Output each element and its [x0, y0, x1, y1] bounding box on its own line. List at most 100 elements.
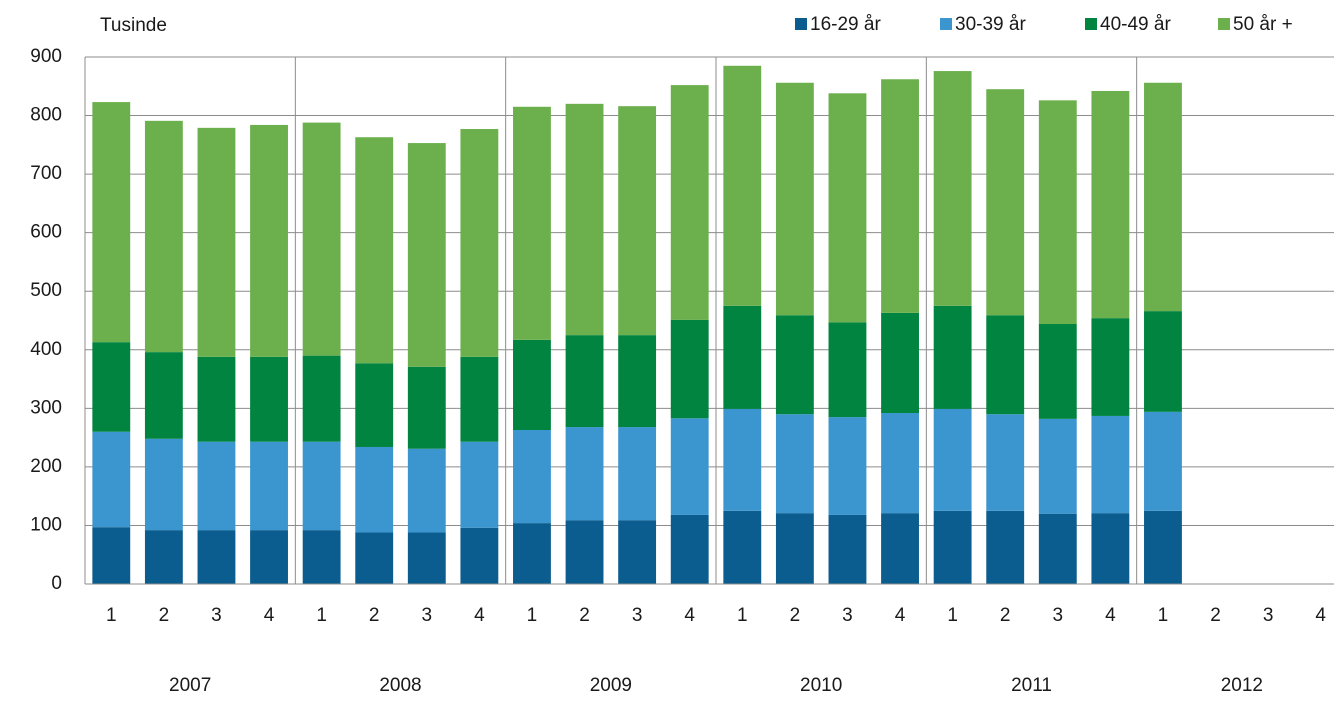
- bar-segment: [828, 514, 867, 584]
- bar-segment: [1038, 100, 1077, 325]
- x-tick-label: 2: [579, 605, 590, 626]
- legend-label: 16-29 år: [810, 14, 881, 35]
- bar-segment: [670, 319, 709, 419]
- x-tick-label: 3: [1263, 605, 1274, 626]
- x-tick-label: 1: [1158, 605, 1169, 626]
- x-tick-label: 1: [737, 605, 748, 626]
- bar-segment: [460, 441, 499, 528]
- x-tick-label: 2: [159, 605, 170, 626]
- bar-segment: [460, 129, 499, 357]
- bar-segment: [1038, 324, 1077, 419]
- bar-segment: [881, 413, 919, 514]
- bar-segment: [933, 71, 972, 306]
- group-label: 2008: [379, 675, 421, 696]
- bar-segment: [986, 315, 1025, 415]
- x-tick-label: 4: [474, 605, 485, 626]
- bar-segment: [513, 523, 551, 584]
- bar-segment: [460, 527, 499, 584]
- y-axis-label: Tusinde: [100, 15, 167, 36]
- legend-swatch: [940, 18, 952, 30]
- bar-segment: [828, 417, 867, 515]
- y-tick-label: 700: [30, 163, 62, 184]
- bar-segment: [197, 441, 236, 531]
- bar-segment: [1144, 311, 1182, 412]
- legend-label: 30-39 år: [955, 14, 1026, 35]
- x-tick-label: 1: [106, 605, 117, 626]
- x-tick-label: 2: [790, 605, 801, 626]
- group-label: 2011: [1011, 675, 1052, 696]
- x-tick-label: 3: [422, 605, 433, 626]
- bar-segment: [1038, 418, 1077, 514]
- bar-segment: [881, 513, 919, 584]
- legend-label: 40-49 år: [1100, 14, 1171, 35]
- bar-segment: [723, 65, 762, 306]
- bar-segment: [92, 431, 131, 528]
- bar-segment: [92, 527, 131, 584]
- bar-segment: [565, 520, 604, 584]
- bar-segment: [250, 124, 288, 357]
- bar-segment: [144, 530, 183, 584]
- x-tick-label: 2: [1000, 605, 1011, 626]
- bar-segment: [144, 352, 183, 439]
- bar-segment: [618, 106, 657, 336]
- bar-segment: [723, 305, 762, 409]
- bar-segment: [565, 427, 604, 521]
- x-tick-label: 1: [316, 605, 327, 626]
- bar-segment: [513, 429, 551, 524]
- bar-segment: [197, 530, 236, 584]
- x-tick-label: 4: [895, 605, 906, 626]
- bar-segment: [302, 530, 341, 584]
- bar-segment: [986, 510, 1025, 584]
- bar-segment: [1091, 415, 1130, 514]
- bar-segment: [302, 355, 341, 442]
- bar-segment: [1144, 82, 1182, 312]
- bar-segment: [407, 532, 446, 584]
- bar-segment: [250, 530, 288, 584]
- x-tick-label: 1: [947, 605, 958, 626]
- bar-segment: [933, 408, 972, 511]
- bar-segment: [881, 79, 919, 313]
- bar-segment: [618, 335, 657, 428]
- y-tick-label: 800: [30, 105, 62, 126]
- x-tick-label: 4: [1105, 605, 1116, 626]
- x-tick-label: 4: [1315, 605, 1326, 626]
- bar-segment: [1091, 318, 1130, 416]
- bar-segment: [565, 103, 604, 336]
- bar-segment: [933, 510, 972, 584]
- bar-segment: [92, 102, 131, 343]
- bar-segment: [670, 418, 709, 515]
- x-tick-label: 3: [211, 605, 222, 626]
- bar-segment: [355, 532, 394, 584]
- legend-swatch: [1085, 18, 1097, 30]
- bar-segment: [197, 127, 236, 357]
- bar-segment: [407, 448, 446, 533]
- bar-segment: [407, 366, 446, 449]
- x-tick-label: 4: [264, 605, 275, 626]
- y-tick-label: 400: [30, 339, 62, 360]
- group-label: 2007: [169, 675, 211, 696]
- bar-segment: [513, 106, 551, 340]
- bar-segment: [828, 322, 867, 418]
- x-tick-label: 1: [527, 605, 538, 626]
- bar-segment: [355, 137, 394, 364]
- x-tick-label: 3: [842, 605, 853, 626]
- y-tick-label: 300: [30, 397, 62, 418]
- group-label: 2009: [590, 675, 632, 696]
- bar-segment: [670, 85, 709, 320]
- y-tick-label: 500: [30, 280, 62, 301]
- bar-segment: [1091, 513, 1130, 584]
- bar-segment: [1091, 90, 1130, 319]
- group-label: 2012: [1221, 675, 1263, 696]
- x-tick-label: 4: [684, 605, 695, 626]
- bar-segment: [460, 356, 499, 442]
- bar-segment: [986, 414, 1025, 511]
- legend-label: 50 år +: [1233, 14, 1293, 35]
- bar-segment: [775, 82, 814, 316]
- bar-segment: [723, 408, 762, 511]
- bar-segment: [775, 513, 814, 584]
- legend-swatch: [1218, 18, 1230, 30]
- y-tick-label: 200: [30, 456, 62, 477]
- bar-segment: [723, 510, 762, 584]
- y-tick-label: 100: [30, 514, 62, 535]
